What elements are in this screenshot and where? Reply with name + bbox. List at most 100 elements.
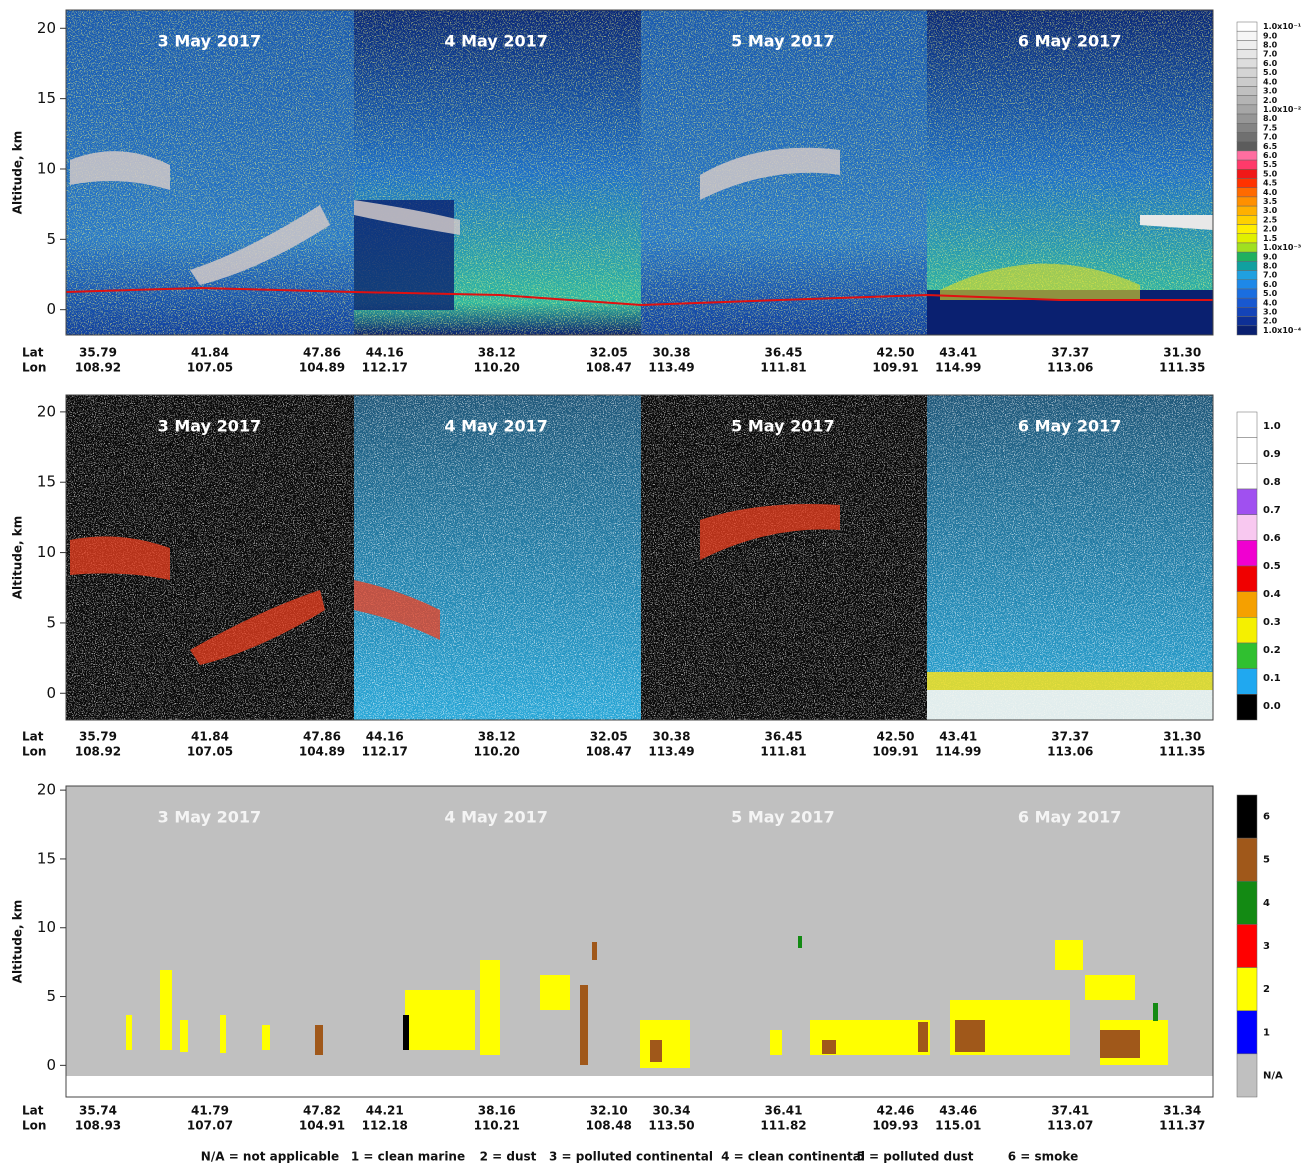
colorbar-cell <box>1237 132 1257 141</box>
colorbar-label: 1 <box>1263 1027 1270 1038</box>
lat-tick-label: 47.86 <box>303 730 341 744</box>
y-tick-label: 0 <box>46 300 56 318</box>
legend-item: 4 = clean continental <box>721 1150 865 1164</box>
colorbar-label: 0.6 <box>1263 533 1281 544</box>
lon-label: Lon <box>22 745 46 759</box>
colorbar-cell <box>1237 77 1257 86</box>
colorbar-cell <box>1237 694 1257 720</box>
lon-tick-label: 107.05 <box>187 745 233 759</box>
y-tick-label: 5 <box>46 987 56 1005</box>
colorbar-cell <box>1237 197 1257 206</box>
colorbar-cell <box>1237 215 1257 224</box>
colorbar-label: 1.5 <box>1263 234 1278 243</box>
colorbar-cell <box>1237 40 1257 49</box>
lat-tick-label: 38.12 <box>478 346 516 360</box>
lon-tick-label: 109.91 <box>872 361 918 375</box>
lat-tick-label: 38.12 <box>478 730 516 744</box>
legend-item: 2 = dust <box>480 1150 537 1164</box>
lon-tick-label: 108.47 <box>586 361 632 375</box>
colorbar-cell <box>1237 142 1257 151</box>
colorbar-label: 1.0 <box>1263 421 1281 432</box>
lat-tick-label: 41.84 <box>191 730 229 744</box>
colorbar-label: 3 <box>1263 941 1270 952</box>
colorbar-cell <box>1237 438 1257 464</box>
colorbar-label: 7.5 <box>1263 123 1278 132</box>
lon-tick-label: 107.05 <box>187 361 233 375</box>
colorbar-cell <box>1237 151 1257 160</box>
colorbar-cell <box>1237 838 1257 881</box>
colorbar-cell <box>1237 1054 1257 1097</box>
colorbar-label: 0.9 <box>1263 449 1281 460</box>
lat-tick-label: 41.84 <box>191 346 229 360</box>
colorbar-label: 0.7 <box>1263 505 1281 516</box>
lat-tick-label: 32.10 <box>590 1104 628 1118</box>
colorbar-label: 4 <box>1263 898 1270 909</box>
colorbar-cell <box>1237 795 1257 838</box>
day-title: 4 May 2017 <box>444 32 547 51</box>
colorbar-cell <box>1237 412 1257 438</box>
day-title: 4 May 2017 <box>444 808 547 827</box>
lon-tick-label: 108.48 <box>586 1119 632 1133</box>
lon-tick-label: 113.07 <box>1047 1119 1093 1133</box>
colorbar-label: 7.0 <box>1263 271 1278 280</box>
colorbar-label: 3.0 <box>1263 206 1278 215</box>
y-tick-label: 10 <box>37 543 56 561</box>
lat-label: Lat <box>22 1104 44 1118</box>
lon-tick-label: 104.89 <box>299 361 345 375</box>
colorbar-cell <box>1237 515 1257 541</box>
lon-tick-label: 111.81 <box>760 745 806 759</box>
lon-tick-label: 107.07 <box>187 1119 233 1133</box>
lat-tick-label: 42.46 <box>877 1104 915 1118</box>
y-tick-label: 10 <box>37 918 56 936</box>
colorbar-cell <box>1237 86 1257 95</box>
lat-tick-label: 36.45 <box>765 730 803 744</box>
colorbar-label: 9.0 <box>1263 252 1278 261</box>
lat-label: Lat <box>22 730 44 744</box>
lon-tick-label: 113.06 <box>1047 361 1093 375</box>
colorbar-cell <box>1237 924 1257 967</box>
colorbar-label: 5.0 <box>1263 289 1278 298</box>
lat-tick-label: 32.05 <box>590 346 628 360</box>
colorbar-cell <box>1237 261 1257 270</box>
colorbar-cell <box>1237 59 1257 68</box>
lat-tick-label: 44.16 <box>366 346 404 360</box>
lat-tick-label: 38.16 <box>478 1104 516 1118</box>
legend-item: N/A = not applicable <box>201 1150 339 1164</box>
colorbar-label: 3.0 <box>1263 87 1278 96</box>
day-title: 6 May 2017 <box>1018 32 1121 51</box>
colorbar-label: 6.0 <box>1263 151 1278 160</box>
day-title: 5 May 2017 <box>731 32 834 51</box>
colorbar-cell <box>1237 225 1257 234</box>
legend-item: 3 = polluted continental <box>549 1150 713 1164</box>
colorbar-label: 1.0x10⁻¹ <box>1263 22 1302 31</box>
lon-tick-label: 111.81 <box>760 361 806 375</box>
colorbar-cell <box>1237 243 1257 252</box>
colorbar-cell <box>1237 160 1257 169</box>
colorbar-label: 8.0 <box>1263 41 1278 50</box>
colorbar-label: 6 <box>1263 812 1270 823</box>
y-axis-label: Altitude, km <box>11 900 25 983</box>
y-tick-label: 20 <box>37 402 56 420</box>
colorbar-label: 0.2 <box>1263 645 1281 656</box>
day-title: 6 May 2017 <box>1018 808 1121 827</box>
colorbar-cell <box>1237 169 1257 178</box>
lon-tick-label: 111.35 <box>1159 745 1205 759</box>
y-tick-label: 10 <box>37 159 56 177</box>
colorbar-label: 5.0 <box>1263 169 1278 178</box>
lon-tick-label: 109.91 <box>872 745 918 759</box>
colorbar-cell <box>1237 206 1257 215</box>
lon-tick-label: 112.17 <box>362 745 408 759</box>
curtain-art <box>66 10 1213 1076</box>
y-tick-label: 20 <box>37 19 56 37</box>
colorbar-cell <box>1237 566 1257 592</box>
colorbar-cell <box>1237 317 1257 326</box>
lat-tick-label: 47.82 <box>303 1104 341 1118</box>
lat-tick-label: 37.37 <box>1051 730 1089 744</box>
lon-tick-label: 111.37 <box>1159 1119 1205 1133</box>
legend-item: 1 = clean marine <box>351 1150 465 1164</box>
lat-tick-label: 41.79 <box>191 1104 229 1118</box>
colorbar-cell <box>1237 105 1257 114</box>
colorbar-label: 4.0 <box>1263 77 1278 86</box>
colorbar-label: 1.0x10⁻² <box>1263 105 1302 114</box>
colorbar-cell <box>1237 592 1257 618</box>
